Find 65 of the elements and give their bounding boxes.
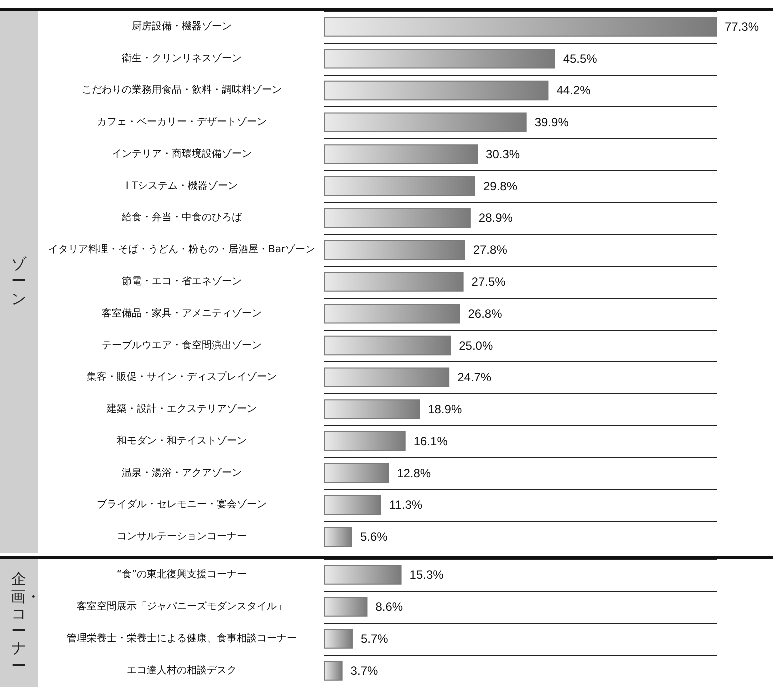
y-tick-label: イタリア料理・そば・うどん・粉もの・居酒屋・Barゾーン [48, 244, 316, 256]
data-label: 26.8% [468, 306, 503, 321]
bar [324, 48, 556, 69]
data-label: 5.7% [360, 632, 389, 646]
bar [324, 17, 717, 37]
text: ゾーン [11, 255, 27, 308]
bar [324, 400, 420, 420]
y-tick-label: カフェ・ベーカリー・デザートゾーン [97, 116, 267, 128]
data-label: 44.2% [556, 84, 592, 98]
data-label: 15.3% [410, 568, 444, 582]
y-tick-label: エコ達人村の相談デスク [127, 664, 237, 676]
y-tick-label: こだわりの業務用食品・飲料・調味料ゾーン [82, 84, 282, 96]
bar [324, 597, 368, 617]
bar [324, 176, 476, 196]
data-label: 18.9% [428, 402, 462, 417]
data-label: 11.3% [389, 498, 423, 512]
data-label: 16.1% [414, 434, 448, 448]
bar [324, 368, 450, 388]
y-tick-label: 客室備品・家具・アメニティゾーン [102, 307, 262, 320]
bar [324, 629, 353, 649]
y-tick-label: 厨房設備・機器ゾーン [132, 20, 232, 32]
y-tick-label: I Tシステム・機器ゾーン [126, 180, 238, 192]
bar [324, 432, 406, 452]
y-tick-label: 建築・設計・エクステリアゾーン [106, 403, 257, 416]
data-label: 24.7% [458, 370, 492, 385]
bar [324, 304, 460, 324]
y-tick-label: 和モダン・和テイストゾーン [117, 434, 247, 447]
data-label: 77.3% [725, 20, 760, 34]
data-label: 5.6% [360, 530, 388, 544]
bar [324, 527, 352, 547]
bar [324, 565, 402, 585]
data-label: 8.6% [376, 600, 404, 614]
bar [324, 144, 478, 164]
y-tick-label: コンサルテーションコーナー [117, 532, 247, 543]
data-label: 39.9% [534, 116, 570, 130]
bar [324, 336, 452, 356]
bar [324, 240, 466, 260]
y-tick-label: 集客・販促・サイン・ディスプレイゾーン [87, 371, 277, 384]
data-label: 45.5% [563, 52, 598, 66]
y-tick-label: 温泉・湯浴・アクアゾーン [122, 466, 242, 479]
data-label: 12.8% [397, 466, 432, 480]
bar [324, 661, 343, 681]
bar [324, 112, 527, 132]
bar [324, 272, 464, 292]
data-label: 3.7% [350, 664, 378, 678]
y-tick-label: “食”の東北復興支援コーナー [116, 568, 248, 580]
bar [324, 80, 549, 101]
y-tick-label: 節電・エコ・省エネゾーン [122, 276, 242, 288]
y-tick-label: インテリア・商環境設備ゾーン [112, 148, 252, 160]
data-label: 28.9% [478, 211, 514, 226]
bar [324, 208, 471, 228]
text: 企画・コーナー [11, 570, 41, 675]
y-tick-label: テーブルウエア・食空間演出ゾーン [102, 339, 262, 352]
y-tick-label: 客室空間展示「ジャパニーズモダンスタイル」 [77, 600, 287, 612]
data-label: 29.8% [484, 179, 518, 194]
data-label: 30.3% [486, 147, 520, 162]
y-tick-label: 管理栄養士・栄養士による健康、食事相談コーナー [67, 632, 297, 644]
y-tick-label: ブライダル・セレモニー・宴会ゾーン [97, 498, 267, 511]
data-label: 25.0% [459, 338, 494, 353]
y-tick-label: 衛生・クリンリネスゾーン [122, 52, 242, 64]
bar [324, 463, 390, 484]
data-label: 27.8% [473, 243, 508, 258]
bar [324, 495, 382, 516]
y-tick-label: 給食・弁当・中食のひろば [121, 212, 243, 224]
data-label: 27.5% [472, 275, 506, 289]
